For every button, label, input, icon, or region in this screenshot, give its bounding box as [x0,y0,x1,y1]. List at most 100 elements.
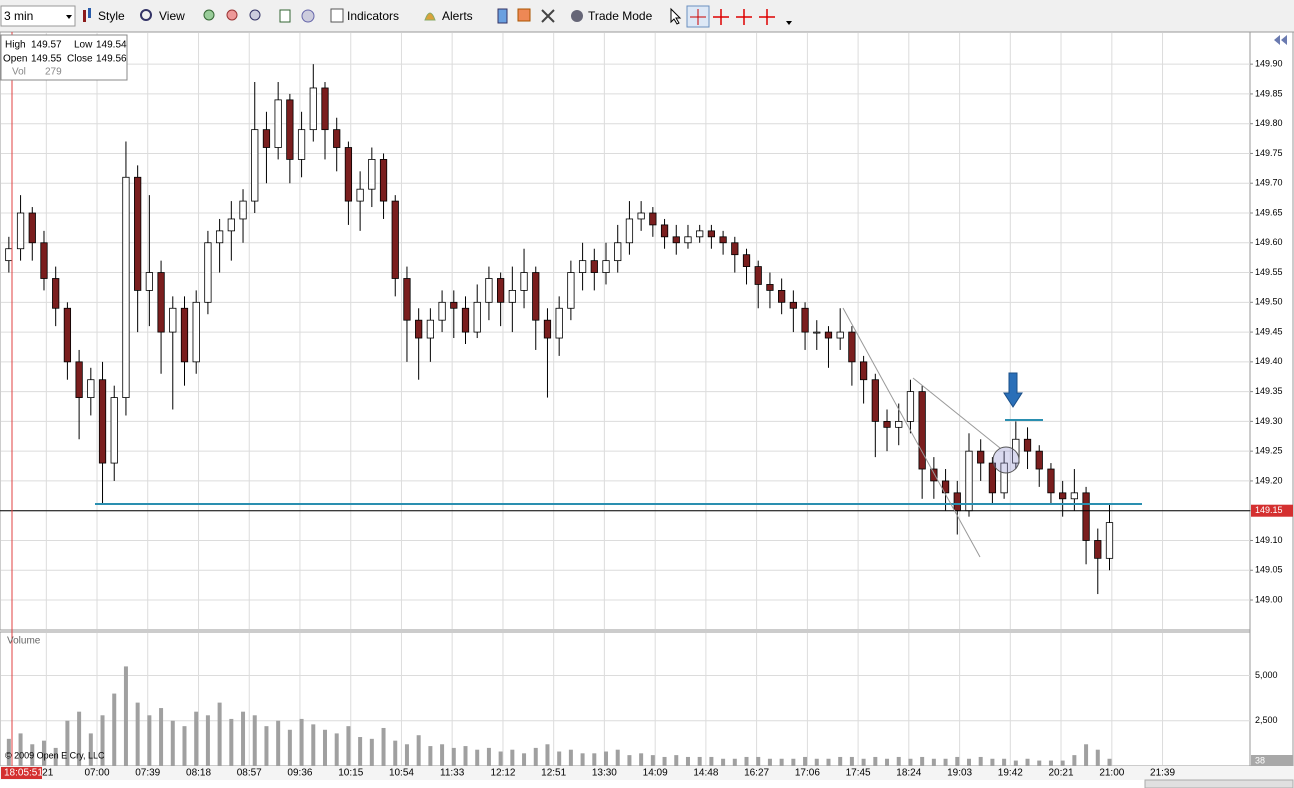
volume-bar [615,749,620,766]
candle-body [134,176,142,291]
more-arrow[interactable] [786,21,792,25]
candle-body [28,212,36,244]
price-panel [0,31,1251,631]
volume-bar [194,711,199,766]
x-tick-label: 12:51 [541,768,566,779]
collapse-icon[interactable] [1274,35,1287,45]
clock-box [1,767,42,779]
zoom-out[interactable] [226,9,238,21]
interval[interactable]: 3 min [4,9,33,23]
last-price-label: 149.15 [1255,505,1283,515]
volume-bar [1084,744,1089,766]
candle-body [789,301,797,309]
volume-bar [498,751,503,766]
alerts-button[interactable]: Alerts [442,9,473,23]
y-tick-label: 149.70 [1255,178,1283,188]
volume-bar [732,758,737,766]
zoom-in[interactable] [203,9,215,21]
candle-body [145,272,153,291]
volume-bar [77,711,82,766]
volume-bar [861,758,866,766]
overlay: High 149.57 Low 149.54 Open 149.55 Close… [0,32,1287,779]
candle-body [567,272,575,309]
x-tick-label: 13:30 [592,768,617,779]
price-axis [1249,31,1294,767]
volume-bar [721,758,726,766]
y-tick-label: 149.85 [1255,88,1283,98]
x-tick-label: 10:54 [389,768,414,779]
volume-bar [393,740,398,766]
volume-bar [486,747,491,766]
y-tick-label: 149.00 [1255,594,1283,604]
candle-body [625,218,634,244]
volume-bar [885,758,890,766]
style-icon [83,10,86,22]
volume-bar [697,756,702,766]
trade-mode-button[interactable]: Trade Mode [588,9,653,23]
style-button[interactable]: Style [98,9,125,23]
volume-bar [908,758,913,766]
candle-body [696,230,704,238]
volume-bar [873,756,878,766]
volume-bar [30,744,35,766]
tool-icon[interactable] [497,8,508,24]
indicators-button[interactable]: Indicators [347,9,399,23]
volume-bar [767,758,772,766]
candle-body [215,230,224,244]
volume-bar [592,753,597,766]
candle-body [438,301,446,321]
candle-body [578,260,587,273]
x-tick-label: 16:27 [744,768,769,779]
tool-icon[interactable] [517,8,531,22]
volume-bar [756,756,761,766]
info-value: 149.54 [96,40,127,51]
draw-tools[interactable] [713,9,775,25]
candle-body [16,212,25,250]
volume-bar [522,753,527,766]
candle-body [602,260,610,273]
volume-bar [639,753,644,766]
pointer-tool[interactable] [670,7,682,25]
candle-body [953,492,961,512]
volume-bar [53,747,58,766]
interval-dropdown[interactable] [0,5,76,27]
x-tick-label: 08:57 [237,768,262,779]
candle-body [941,480,950,494]
candle-body [614,242,622,262]
candle-body [1082,492,1090,541]
y-tick-label: 149.90 [1255,59,1283,69]
volume-bar [791,758,796,766]
tool-icon[interactable] [541,9,555,23]
candle-body [672,236,680,244]
scrollbar[interactable] [1144,779,1294,788]
x-tick-label: 14:48 [693,768,718,779]
y-tick-label: 149.50 [1255,297,1283,307]
indicators-icon [330,8,344,23]
candle-body [262,129,271,148]
volume-bar [170,720,175,766]
candle-body [555,307,563,339]
tool-icon[interactable] [279,9,291,23]
volume-bar [428,746,433,766]
x-tick-label: 17:45 [846,768,871,779]
tool-icon[interactable] [301,9,315,23]
candle-body [930,468,938,482]
volume-bar [896,756,901,766]
zoom[interactable] [249,9,261,21]
candle-body [274,99,282,148]
circle-annotation [992,446,1020,474]
candle-body [251,129,259,202]
candle-body [1000,462,1008,494]
candle-body [649,212,657,226]
candle-body [824,331,833,339]
volume-bar [100,715,105,766]
volume-bar [1095,749,1100,766]
candle-body [754,266,762,285]
volume-bar [475,749,480,766]
volume-bar [217,702,222,766]
candle-body [110,397,118,464]
x-tick-label: 10:15 [338,768,363,779]
view-button[interactable]: View [159,9,185,23]
x-tick-label: 17:06 [795,768,820,779]
candle-body [731,242,739,256]
